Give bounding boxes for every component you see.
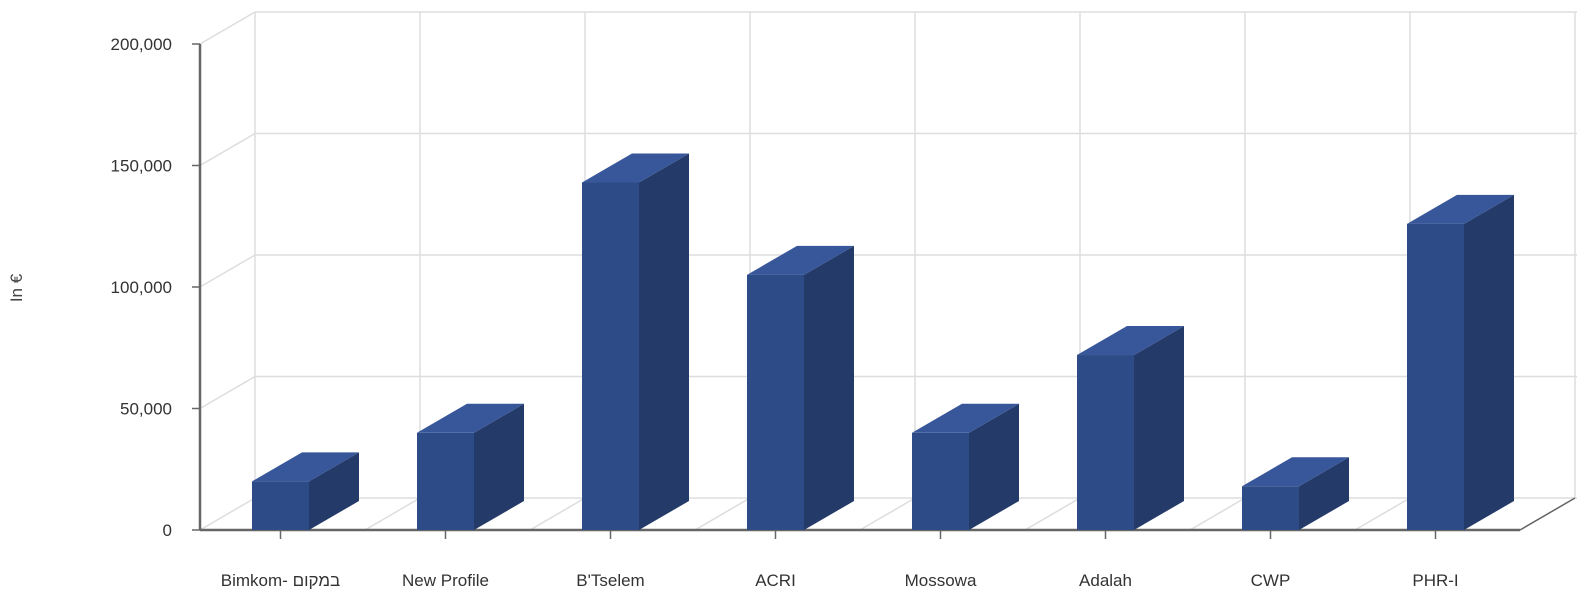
chart-bars: [252, 153, 1514, 530]
y-tick-label: 100,000: [111, 278, 172, 297]
x-tick-label: Adalah: [1079, 571, 1132, 590]
bar-top-face: [582, 153, 689, 183]
bar-front-face: [582, 182, 639, 530]
y-tick-label: 150,000: [111, 157, 172, 176]
bar-side-face: [309, 452, 359, 530]
gridline-diagonal: [199, 11, 256, 45]
bar: [912, 403, 1019, 530]
floor-gridline: [1024, 497, 1081, 531]
y-tick-label: 0: [163, 521, 172, 540]
gridline-diagonal: [199, 375, 256, 410]
bar: [417, 403, 524, 530]
bar-front-face: [912, 432, 969, 530]
floor-gridline: [859, 497, 916, 531]
x-tick-label: ACRI: [755, 571, 796, 590]
bar-side-face: [1134, 326, 1184, 530]
bar-side-face: [474, 403, 524, 530]
bar-side-face: [1299, 457, 1349, 530]
bar-side-face: [639, 153, 689, 530]
x-tick-label: CWP: [1251, 571, 1291, 590]
x-tick-label: Mossowa: [905, 571, 977, 590]
x-axis-depth-line: [1519, 497, 1576, 531]
bar: [1077, 326, 1184, 530]
bar-side-face: [969, 403, 1019, 530]
chart-labels: 0 50,000 100,000 150,000 200,000 Bimkom- במקו…: [111, 35, 1459, 590]
bar-front-face: [1407, 223, 1464, 530]
bar-front-face: [1242, 486, 1299, 530]
bar: [582, 153, 689, 530]
bar-top-face: [1077, 326, 1184, 356]
x-tick-label: PHR-I: [1412, 571, 1458, 590]
gridline-diagonal: [199, 254, 256, 288]
floor-gridline: [1354, 497, 1411, 531]
y-axis-title: In €: [7, 273, 26, 302]
bar: [1242, 457, 1349, 530]
bar: [252, 452, 359, 530]
bar-side-face: [804, 245, 854, 530]
bar-top-face: [417, 403, 524, 433]
floor-gridline: [529, 497, 586, 531]
bar: [747, 245, 854, 530]
bar: [1407, 194, 1514, 530]
bar-top-face: [747, 245, 854, 275]
gridline-diagonal: [199, 132, 256, 167]
floor-gridline: [1189, 497, 1246, 531]
bar-side-face: [1464, 194, 1514, 530]
floor-gridline: [694, 497, 751, 531]
gridline-diagonal: [199, 497, 256, 531]
bar-top-face: [252, 452, 359, 482]
bar-front-face: [417, 432, 474, 530]
x-tick-label: Bimkom- במקום: [221, 571, 340, 590]
bar-top-face: [912, 403, 1019, 433]
bar-front-face: [252, 481, 309, 530]
bar-front-face: [1077, 355, 1134, 530]
x-tick-label: New Profile: [402, 571, 489, 590]
floor-gridline: [364, 497, 421, 531]
chart-grid: [199, 11, 1577, 531]
x-tick-label: B'Tselem: [576, 571, 644, 590]
chart-axes: [192, 43, 1576, 539]
bar-top-face: [1242, 457, 1349, 487]
y-tick-label: 200,000: [111, 35, 172, 54]
y-tick-label: 50,000: [120, 400, 172, 419]
bar-top-face: [1407, 194, 1514, 224]
bar-front-face: [747, 274, 804, 530]
